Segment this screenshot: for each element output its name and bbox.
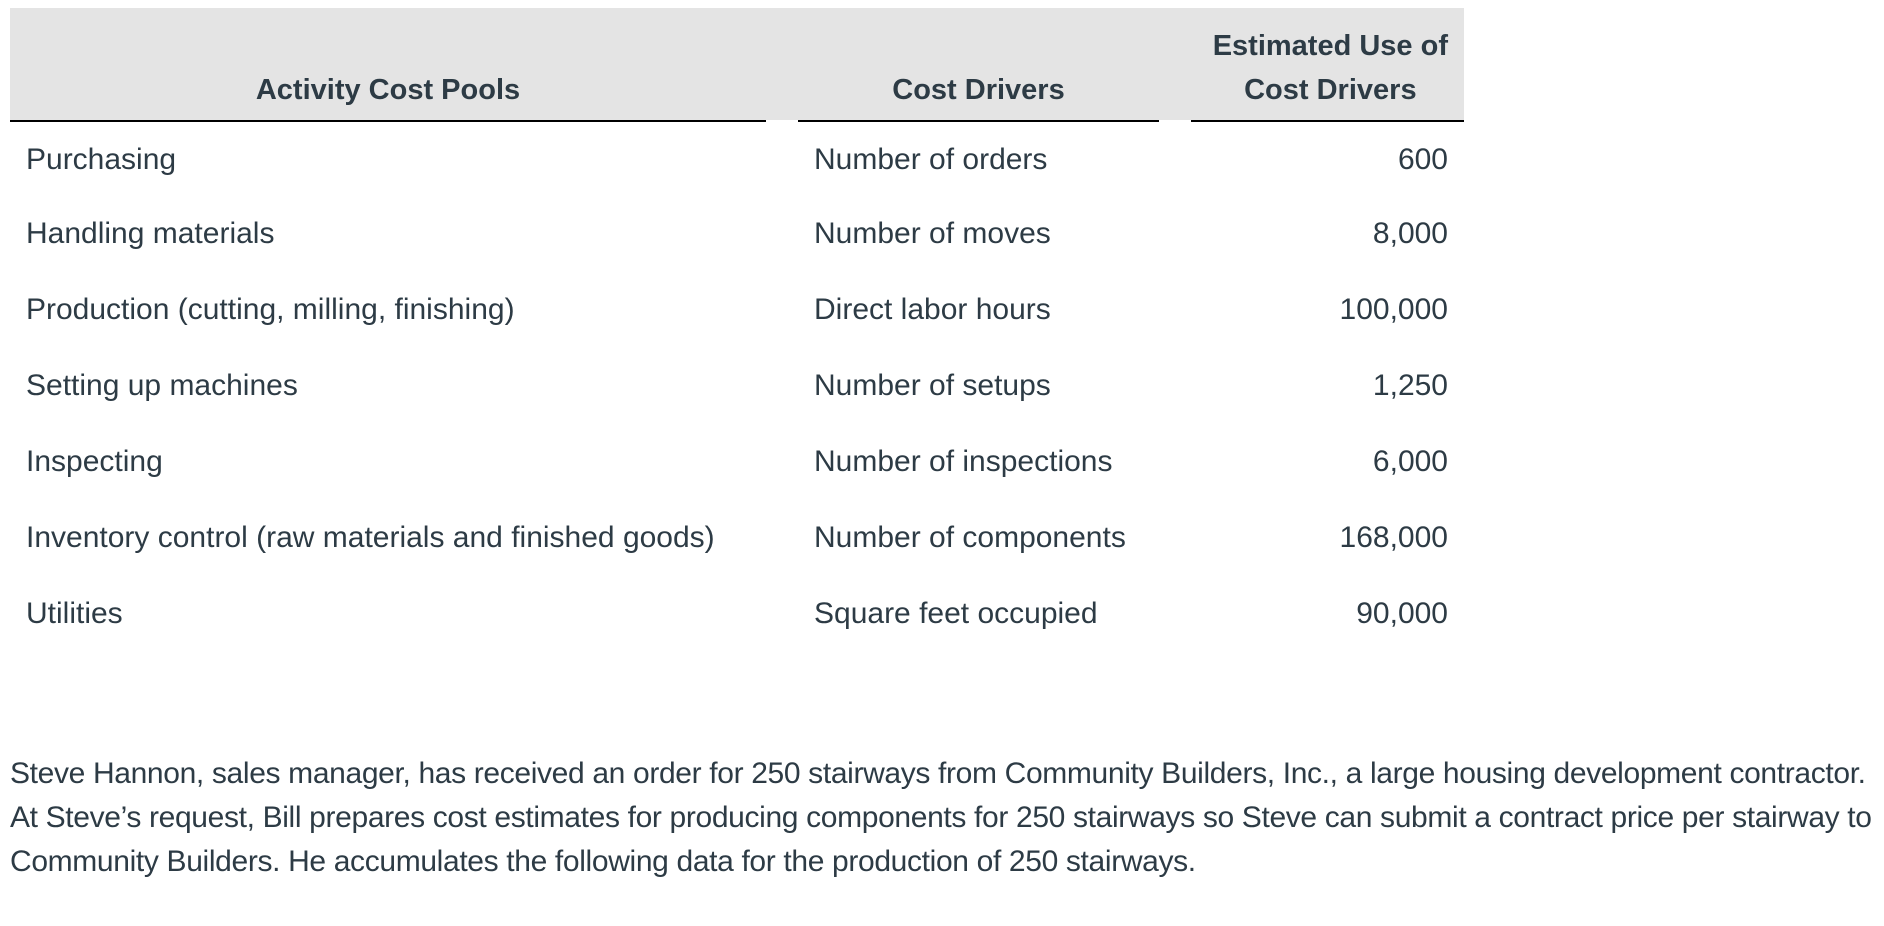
- cell-estimated-use: 1,250: [1372, 369, 1448, 402]
- problem-description-paragraph: Steve Hannon, sales manager, has receive…: [10, 757, 1872, 878]
- cell-driver: Number of orders: [814, 143, 1048, 176]
- header-rule: [798, 120, 1159, 122]
- table-row: Utilities Square feet occupied 90,000: [10, 576, 1464, 652]
- cell-estimated-use: 6,000: [1372, 445, 1448, 478]
- cell-gap: [766, 500, 798, 576]
- cell-pool: Inspecting: [26, 445, 163, 478]
- cell-pool: Purchasing: [26, 143, 177, 176]
- cell-estimated-use: 100,000: [1339, 293, 1448, 326]
- cell-driver: Square feet occupied: [814, 597, 1098, 630]
- cell-gap: [766, 576, 798, 652]
- activity-cost-table: Activity Cost Pools Cost Drivers Estimat…: [10, 8, 1464, 652]
- cell-gap: [766, 424, 798, 500]
- table-header: Activity Cost Pools Cost Drivers Estimat…: [10, 8, 1464, 122]
- cell-gap: [1159, 120, 1191, 196]
- cell-gap: [1159, 500, 1191, 576]
- table-row: Inspecting Number of inspections 6,000: [10, 424, 1464, 500]
- header-gap: [1159, 8, 1191, 122]
- cell-driver: Number of moves: [814, 217, 1051, 250]
- cell-gap: [766, 348, 798, 424]
- header-activity-cost-pools: Activity Cost Pools: [10, 8, 766, 122]
- table-body: Purchasing Number of orders 600 Handling…: [10, 120, 1464, 652]
- header-row: Activity Cost Pools Cost Drivers Estimat…: [10, 8, 1464, 122]
- cell-gap: [1159, 196, 1191, 272]
- cell-gap: [766, 120, 798, 196]
- cell-gap: [1159, 272, 1191, 348]
- cell-pool: Utilities: [26, 597, 123, 630]
- cell-estimated-use: 168,000: [1339, 521, 1448, 554]
- cell-gap: [1159, 348, 1191, 424]
- cell-gap: [766, 196, 798, 272]
- header-estimated-use-line1: Estimated Use of: [1212, 30, 1448, 62]
- cell-pool: Inventory control (raw materials and fin…: [26, 521, 715, 554]
- table-row: Purchasing Number of orders 600: [10, 120, 1464, 196]
- header-gap-divider: [1159, 120, 1191, 122]
- cell-pool: Handling materials: [26, 217, 275, 250]
- cell-driver: Direct labor hours: [814, 293, 1051, 326]
- cell-driver: Number of components: [814, 521, 1126, 554]
- cell-gap: [766, 272, 798, 348]
- header-estimated-use: Estimated Use of Cost Drivers: [1191, 8, 1464, 122]
- header-rule: [1191, 120, 1464, 122]
- cell-pool: Setting up machines: [26, 369, 298, 402]
- header-estimated-use-line2: Cost Drivers: [1244, 74, 1417, 106]
- cell-estimated-use: 8,000: [1372, 217, 1448, 250]
- header-cost-drivers-label: Cost Drivers: [892, 74, 1065, 106]
- table-row: Inventory control (raw materials and fin…: [10, 500, 1464, 576]
- table-row: Handling materials Number of moves 8,000: [10, 196, 1464, 272]
- header-gap: [766, 8, 798, 122]
- table-row: Setting up machines Number of setups 1,2…: [10, 348, 1464, 424]
- cell-driver: Number of setups: [814, 369, 1051, 402]
- header-activity-cost-pools-label: Activity Cost Pools: [255, 74, 521, 106]
- header-cost-drivers: Cost Drivers: [798, 8, 1159, 122]
- cell-estimated-use: 90,000: [1356, 597, 1448, 630]
- header-gap-divider: [766, 120, 798, 122]
- table-row: Production (cutting, milling, finishing)…: [10, 272, 1464, 348]
- cell-gap: [1159, 576, 1191, 652]
- cell-gap: [1159, 424, 1191, 500]
- cell-driver: Number of inspections: [814, 445, 1113, 478]
- header-rule: [10, 120, 766, 122]
- cell-estimated-use: 600: [1397, 143, 1448, 176]
- cell-pool: Production (cutting, milling, finishing): [26, 293, 515, 326]
- header-estimated-use-label: Estimated Use of Cost Drivers: [1213, 24, 1448, 112]
